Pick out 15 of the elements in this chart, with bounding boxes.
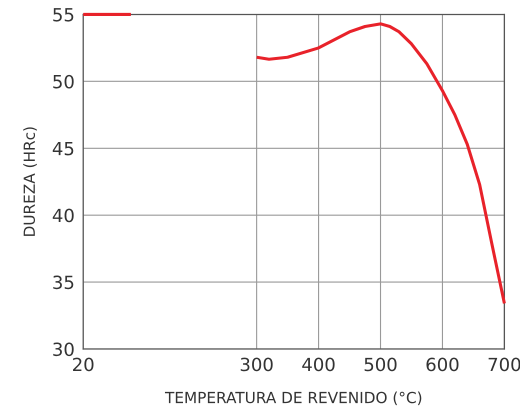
- x-tick-label: 300: [240, 358, 273, 372]
- x-axis-title: TEMPERATURA DE REVENIDO (°C): [164, 391, 422, 406]
- x-tick-label: 700: [488, 358, 520, 372]
- line-series: [255, 22, 506, 306]
- y-tick-label: 35: [53, 276, 74, 290]
- y-tick-label: 50: [53, 74, 74, 88]
- x-tick-label: 20: [73, 358, 94, 372]
- x-tick-label: 500: [364, 358, 397, 372]
- y-tick-label: 55: [53, 8, 74, 22]
- y-tick-label: 45: [52, 142, 74, 156]
- y-tick-label: 30: [53, 342, 74, 356]
- y-axis-title: DUREZA (HRc): [23, 127, 37, 236]
- x-tick-label: 400: [302, 358, 335, 372]
- x-tick-label: 600: [426, 358, 458, 372]
- y-tick-label: 40: [52, 208, 74, 222]
